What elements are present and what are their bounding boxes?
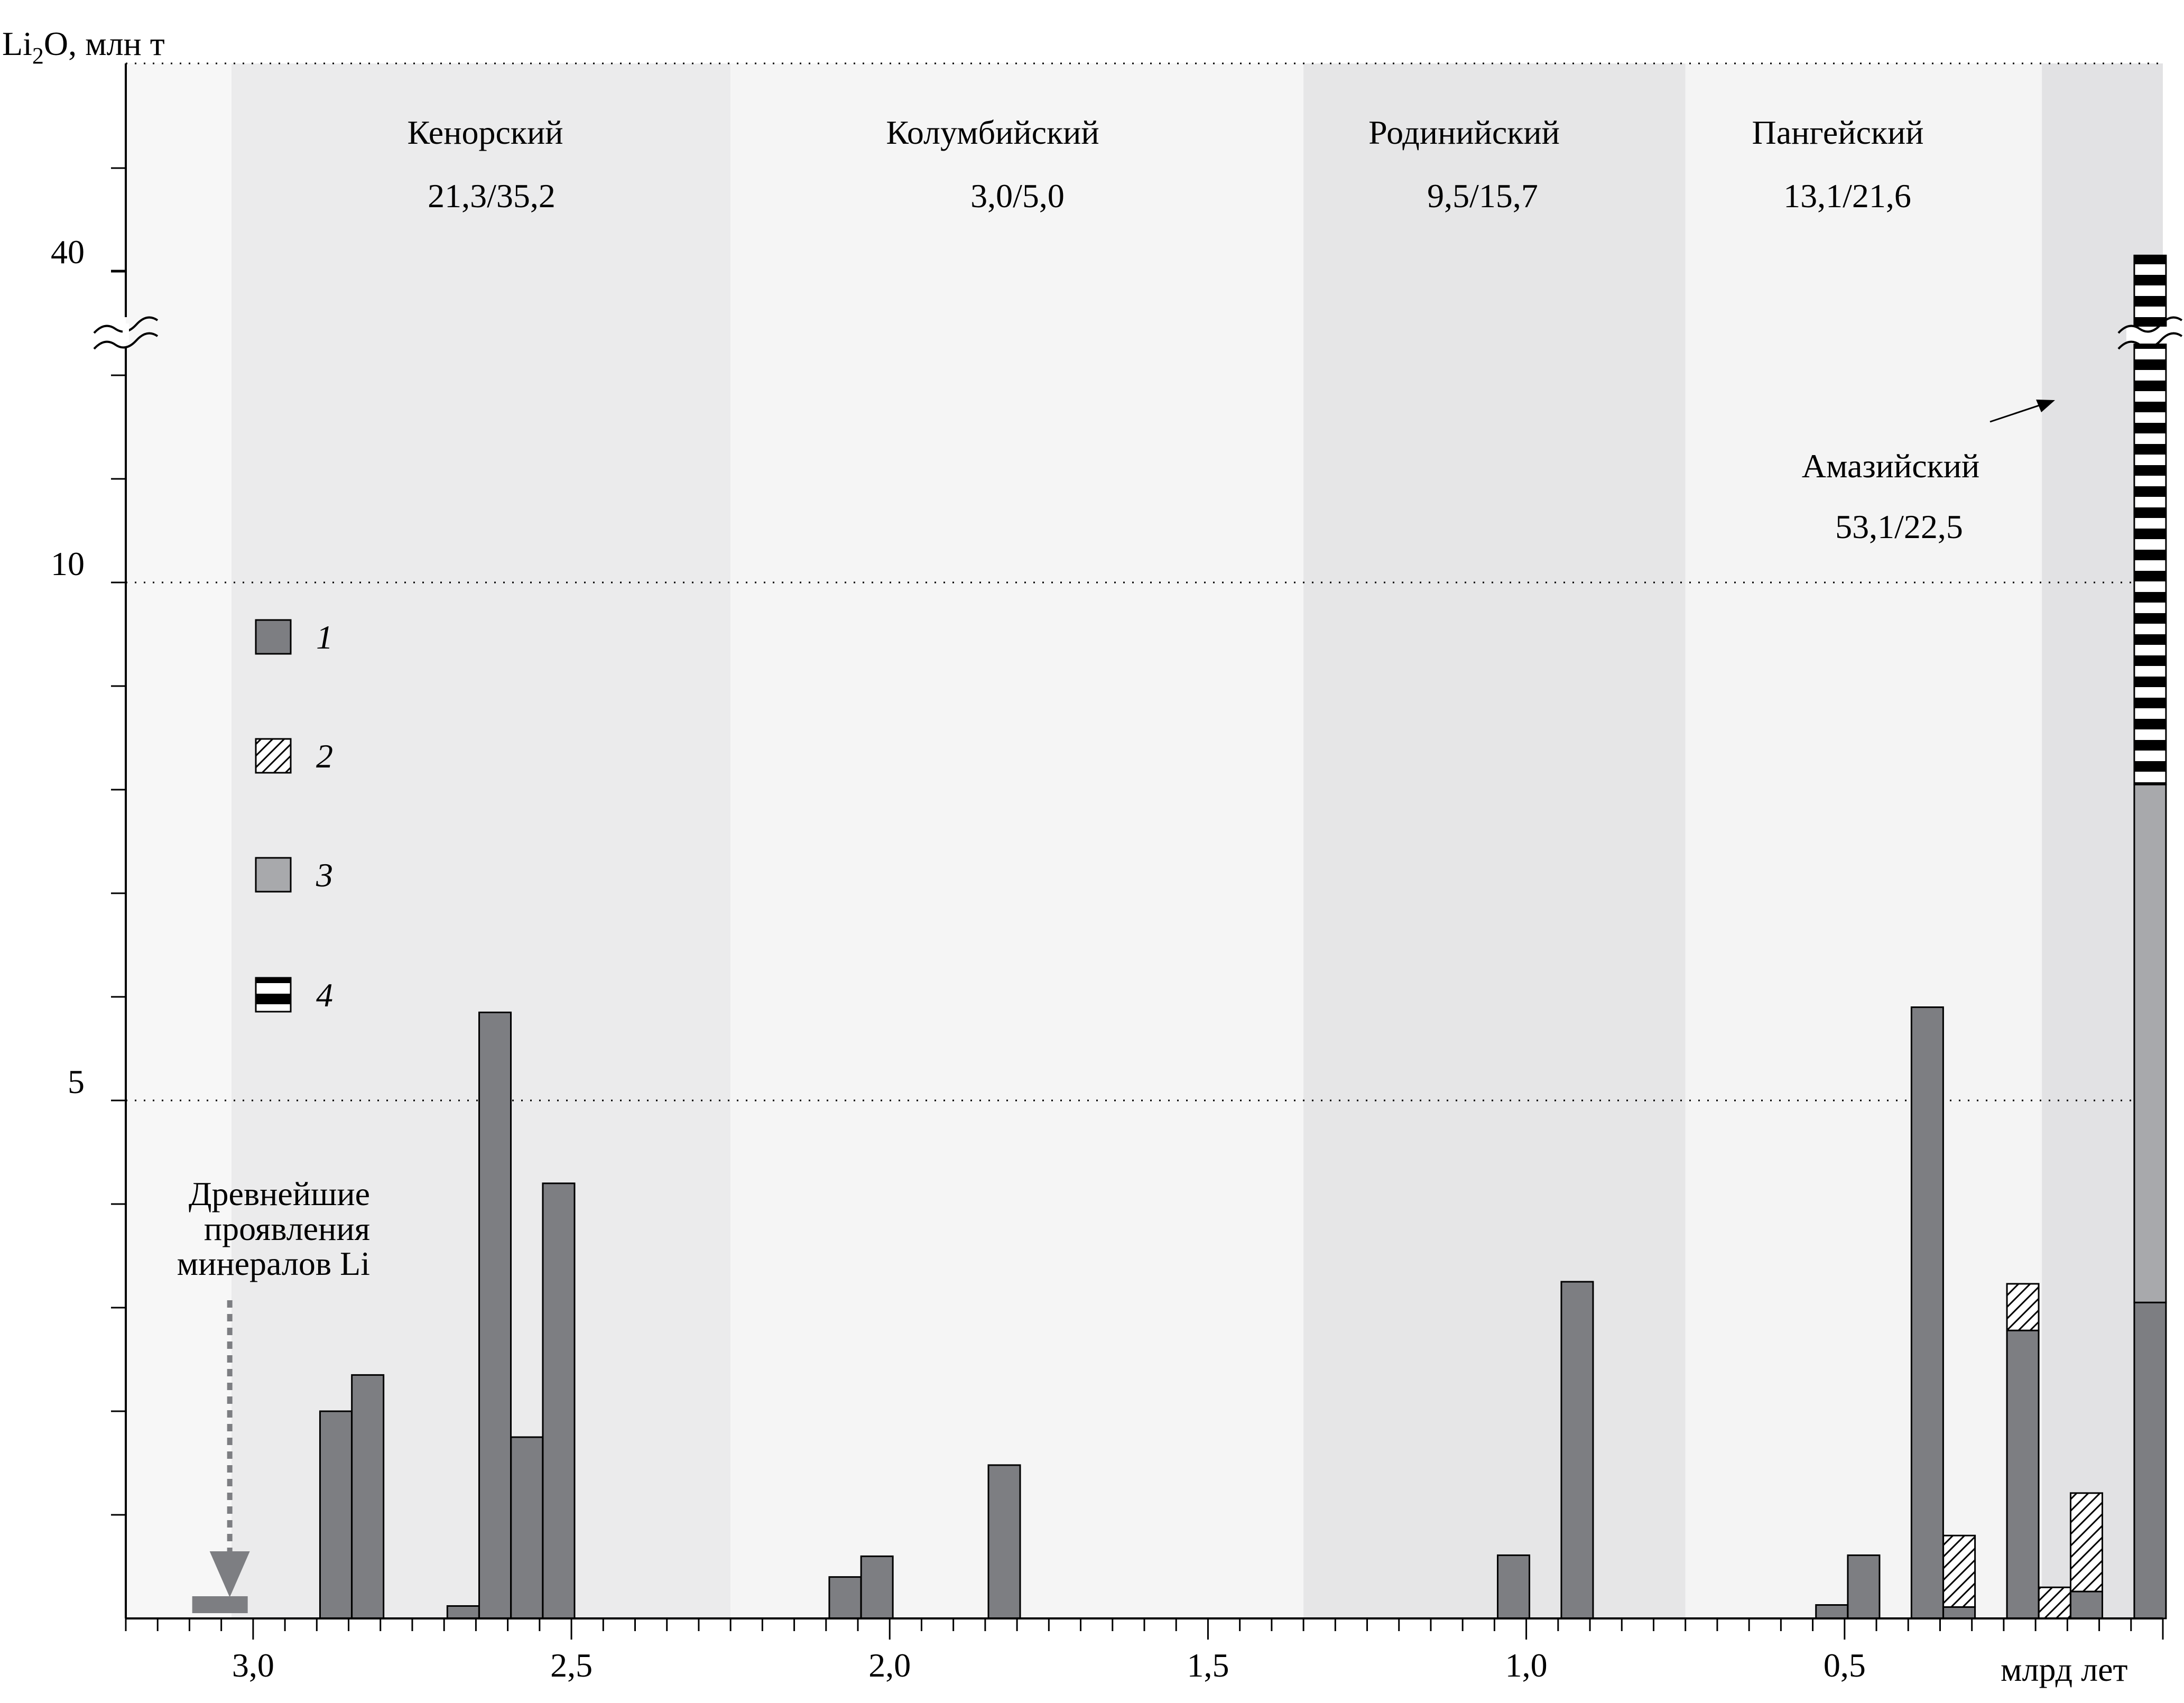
annotation-line-0: Древнейшие	[189, 1175, 370, 1213]
legend-label-3: 3	[316, 856, 333, 894]
legend-label-2: 2	[316, 737, 333, 775]
x-tick-label-3,0: 3,0	[232, 1646, 274, 1684]
bar-4-s1	[510, 1436, 544, 1619]
x-tick-label-1,0: 1,0	[1505, 1646, 1548, 1684]
supercontinent-labels: Кенорский 21,3/35,2 Колумбийский 3,0/5,0 Род…	[408, 114, 2055, 545]
bar-17-s2	[2069, 1492, 2103, 1593]
supercontinent-value-3: 13,1/21,6	[1783, 177, 1911, 215]
x-axis-title: млрд лет	[2001, 1651, 2128, 1688]
band-2	[1303, 63, 1686, 1618]
supercontinent-name-4: Амазийский	[1802, 447, 1979, 485]
bar-11-s1	[1815, 1604, 1849, 1619]
y-tick-label-5: 5	[68, 1063, 85, 1100]
supercontinent-value-2: 9,5/15,7	[1427, 177, 1538, 215]
legend: 1 2 3 4	[255, 618, 333, 1014]
bar-break-mark-top	[2117, 316, 2183, 334]
supercontinent-name-3: Пангейский	[1752, 114, 1924, 151]
y-break-mark-bottom	[93, 332, 159, 350]
bar-3-s1	[478, 1011, 512, 1619]
bar-10-s1	[1560, 1281, 1594, 1619]
bar-18-s3	[2133, 783, 2167, 1303]
bar-0-s1	[319, 1410, 353, 1619]
annotation-arrow-head	[209, 1551, 250, 1597]
axes: 5 10 40 3,0 2,5 2,0 1,5 1,0 0,5	[51, 63, 2183, 1684]
bar-6-s1	[828, 1576, 862, 1619]
supercontinent-value-4: 53,1/22,5	[1835, 508, 1963, 545]
legend-swatch-1	[255, 619, 292, 655]
supercontinent-value-1: 3,0/5,0	[970, 177, 1065, 215]
band-fade	[126, 63, 232, 1618]
amazia-arrow-line	[1989, 402, 2046, 423]
x-tick-label-1,5: 1,5	[1187, 1646, 1229, 1684]
bar-9-s1	[1497, 1554, 1531, 1619]
annotation-line-2: минералов Li	[177, 1245, 370, 1282]
supercontinent-name-0: Кенорский	[408, 114, 563, 151]
bar-8-s1	[987, 1464, 1021, 1619]
x-tick-label-2,0: 2,0	[868, 1646, 911, 1684]
x-tick-label-0,5: 0,5	[1824, 1646, 1866, 1684]
bar-12-s1	[1847, 1554, 1881, 1619]
bar-14-s1	[1942, 1606, 1976, 1619]
bar-16-s2	[2038, 1586, 2071, 1619]
y-tick-label-10: 10	[51, 545, 85, 582]
legend-swatch-4	[255, 977, 292, 1013]
annotation-line-1: проявления	[204, 1210, 370, 1247]
bar-17-s1	[2069, 1590, 2103, 1619]
supercontinent-bands	[126, 63, 2163, 1618]
bar-1-s1	[351, 1374, 385, 1619]
bar-7-s1	[860, 1555, 894, 1619]
y-tick-label-40: 40	[51, 233, 85, 271]
bar-18-s1	[2133, 1301, 2167, 1619]
band-3	[1685, 63, 2042, 1618]
bar-break-mark-bottom	[2117, 332, 2183, 350]
supercontinent-value-0: 21,3/35,2	[428, 177, 556, 215]
legend-label-4: 4	[316, 976, 333, 1014]
y-axis-title: Li2O, млн т	[2, 25, 165, 69]
x-tick-label-2,5: 2,5	[550, 1646, 593, 1684]
bar-15-s2	[2006, 1283, 2040, 1331]
bar-2-s1	[446, 1605, 480, 1619]
band-1	[730, 63, 1304, 1618]
supercontinent-name-2: Родинийский	[1368, 114, 1560, 151]
annotation-marker	[192, 1596, 248, 1613]
bar-5-s1	[542, 1182, 576, 1619]
legend-swatch-3	[255, 857, 292, 893]
bar-14-s2	[1942, 1534, 1976, 1608]
bar-13-s1	[1910, 1006, 1944, 1619]
legend-swatch-2	[255, 738, 292, 774]
supercontinent-name-1: Колумбийский	[886, 114, 1099, 151]
amazia-arrow-head	[2036, 400, 2055, 412]
y-break-gap	[123, 323, 129, 343]
legend-label-1: 1	[316, 618, 333, 656]
bar-15-s1	[2006, 1329, 2040, 1619]
